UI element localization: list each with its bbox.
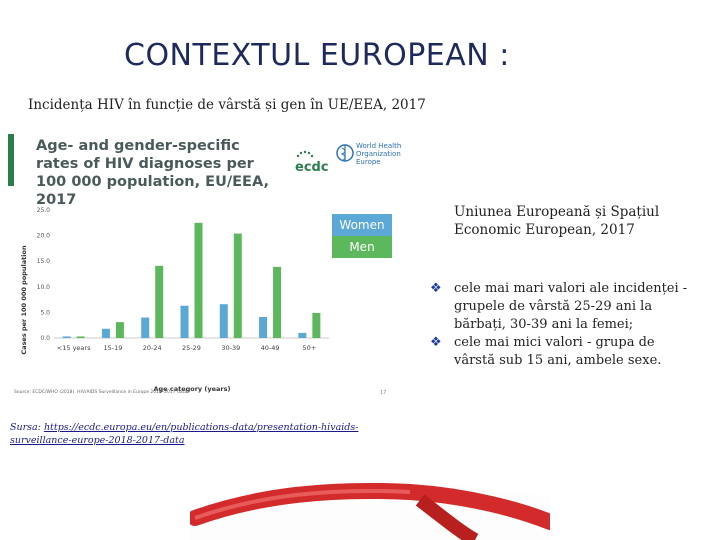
bar-men: [115, 322, 124, 338]
legend-men: Men: [332, 236, 392, 258]
list-item: ❖ cele mai mici valori - grupa de vârstă…: [430, 334, 692, 370]
legend-women: Women: [332, 214, 392, 236]
who-logo-text: World Health Organization Europe: [356, 142, 402, 166]
y-tick-label: 25.0: [37, 207, 51, 214]
bar-men: [155, 265, 164, 338]
diamond-bullet-icon: ❖: [430, 335, 442, 350]
figure-page-number: 17: [380, 390, 387, 396]
who-logo-icon: [336, 144, 354, 162]
bar-women: [62, 336, 71, 338]
red-ribbon-icon: [190, 482, 550, 540]
bar-men: [194, 222, 203, 338]
bar-women: [298, 332, 307, 338]
hiv-rates-bar-chart: Cases per 100 000 population Age categor…: [20, 207, 329, 393]
x-tick-label: 15-19: [103, 344, 122, 352]
svg-text:ecdc: ecdc: [295, 160, 329, 175]
x-tick-label: 30-39: [221, 344, 240, 352]
bar-women: [219, 304, 228, 338]
y-tick-label: 0.0: [40, 335, 50, 342]
ecdc-logo-icon: ecdc: [295, 150, 329, 175]
x-tick-label: <15 years: [57, 344, 91, 352]
findings-list: ❖ cele mai mari valori ale incidenței - …: [430, 280, 692, 370]
slide-title: CONTEXTUL EUROPEAN :: [124, 38, 510, 73]
x-tick-label: 40-49: [261, 344, 280, 352]
bar-men: [233, 233, 242, 338]
source-citation: Sursa: https://ecdc.europa.eu/en/publica…: [10, 421, 370, 447]
chart-title: Age- and gender-specific rates of HIV di…: [36, 138, 269, 208]
y-tick-label: 5.0: [40, 309, 50, 316]
y-axis-label: Cases per 100 000 population: [20, 245, 28, 355]
x-tick-label: 25-29: [182, 344, 201, 352]
source-label: Sursa:: [10, 422, 44, 433]
bar-women: [180, 305, 189, 338]
x-axis-label: Age category (years): [154, 385, 231, 393]
bar-women: [141, 317, 150, 338]
bullet-text: cele mai mari valori ale incidenței - gr…: [454, 281, 688, 332]
bullet-text: cele mai mici valori - grupa de vârstă s…: [454, 335, 662, 368]
source-link[interactable]: https://ecdc.europa.eu/en/publications-d…: [10, 422, 359, 446]
figure-source-note: Source: ECDC/WHO (2018). HIV/AIDS Survei…: [14, 390, 188, 395]
bar-men: [76, 336, 85, 338]
bar-women: [259, 317, 268, 338]
y-tick-label: 10.0: [37, 284, 51, 291]
chart-figure: [8, 128, 400, 400]
bar-women: [101, 328, 110, 338]
bar-men: [273, 266, 282, 338]
diamond-bullet-icon: ❖: [430, 281, 442, 296]
y-tick-label: 20.0: [37, 233, 51, 240]
x-tick-label: 50+: [302, 344, 316, 352]
chart-accent-bar: [8, 134, 14, 186]
x-tick-label: 20-24: [143, 344, 162, 352]
y-tick-label: 15.0: [37, 258, 51, 265]
slide-subtitle: Incidența HIV în funcție de vârstă și ge…: [28, 97, 426, 113]
region-text: Uniunea Europeană și Spațiul Economic Eu…: [454, 204, 660, 238]
list-item: ❖ cele mai mari valori ale incidenței - …: [430, 280, 692, 334]
bar-men: [312, 312, 321, 338]
